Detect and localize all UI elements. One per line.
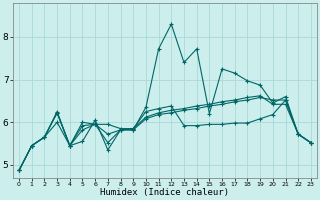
X-axis label: Humidex (Indice chaleur): Humidex (Indice chaleur) [100,188,229,197]
